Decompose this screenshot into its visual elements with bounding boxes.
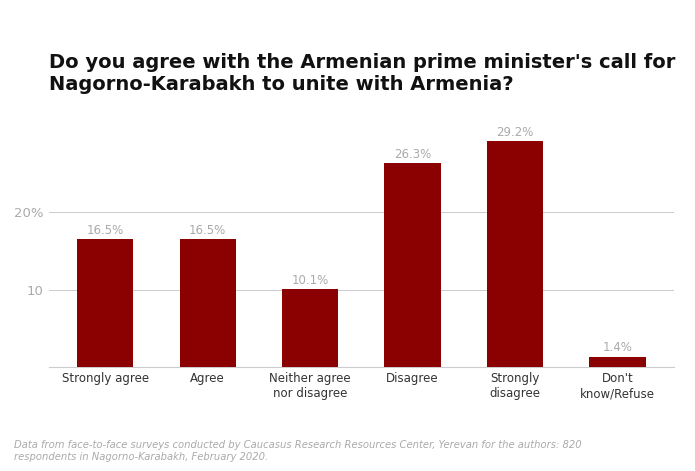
Bar [77, 239, 133, 367]
Text: 16.5%: 16.5% [87, 224, 124, 237]
Text: 10.1%: 10.1% [291, 274, 329, 287]
Text: Do you agree with the Armenian prime minister's call for
Nagorno-Karabakh to uni: Do you agree with the Armenian prime min… [49, 53, 675, 94]
Text: 26.3%: 26.3% [394, 148, 432, 161]
Bar [282, 289, 338, 367]
Bar [384, 163, 441, 367]
Bar [487, 141, 543, 367]
Text: Data from face-to-face surveys conducted by Caucasus Research Resources Center, : Data from face-to-face surveys conducted… [14, 440, 582, 462]
Bar [589, 357, 646, 367]
Bar [179, 239, 236, 367]
Text: 1.4%: 1.4% [603, 341, 632, 354]
Text: 29.2%: 29.2% [496, 126, 534, 138]
Text: 16.5%: 16.5% [189, 224, 227, 237]
